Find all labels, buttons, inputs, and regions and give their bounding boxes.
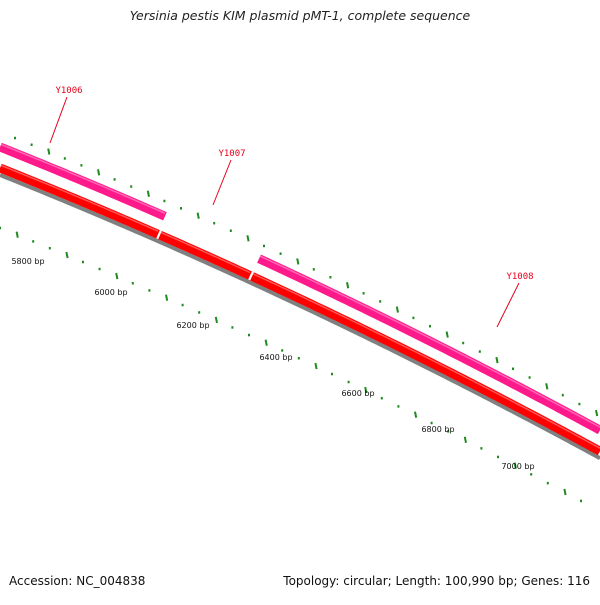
- lower-scale-tick: [414, 411, 418, 418]
- feature-tracks: [0, 142, 600, 460]
- gene-label-leader: [496, 282, 520, 328]
- scale-label: 5800 bp: [11, 257, 44, 266]
- lower-scale-tick: [165, 294, 169, 301]
- scale-label: 7000 bp: [501, 462, 534, 471]
- upper-scale-tick: [495, 356, 499, 364]
- accession-text: Accession: NC_004838: [9, 574, 146, 588]
- gene-labels: Y1006 Y1007 Y1008: [49, 86, 534, 328]
- gene-feature-y1006-highlight: [0, 164, 159, 232]
- lower-scale-tick: [513, 462, 517, 469]
- lower-scale-tick: [15, 231, 19, 238]
- sequence-backbone: [0, 173, 600, 460]
- gene-label-leader: [212, 159, 232, 206]
- gene-label-y1006[interactable]: Y1006: [55, 86, 82, 96]
- lower-scale-tick: [364, 386, 368, 394]
- gene-feature-y1007[interactable]: [158, 230, 252, 280]
- upper-scale-tick: [395, 306, 399, 313]
- gene-label-y1008[interactable]: Y1008: [506, 272, 533, 282]
- cds-feature-y1008-highlight: [258, 255, 600, 428]
- gene-feature-y1008-highlight: [251, 272, 600, 449]
- scale-label: 6600 bp: [341, 389, 374, 398]
- lower-scale-tick: [264, 339, 268, 346]
- scale-label: 6000 bp: [94, 288, 127, 297]
- upper-scale-tick: [97, 169, 101, 176]
- sequence-summary: Topology: circular; Length: 100,990 bp; …: [283, 574, 590, 588]
- gene-feature-y1006[interactable]: [0, 163, 160, 239]
- upper-scale-tick: [445, 331, 449, 338]
- cds-feature-y1008[interactable]: [257, 254, 600, 435]
- map-title: Yersinia pestis KIM plasmid pMT-1, compl…: [129, 8, 471, 23]
- upper-scale-tick: [595, 409, 599, 417]
- gene-label-y1007[interactable]: Y1007: [218, 149, 245, 159]
- gene-label-leader: [49, 96, 68, 144]
- scale-label: 6200 bp: [176, 321, 209, 330]
- cds-feature-y1006[interactable]: [0, 142, 167, 221]
- lower-scale-tick: [65, 251, 69, 259]
- lower-scale-tick: [563, 488, 567, 496]
- lower-scale-tick: [115, 272, 119, 280]
- upper-scale-tick: [47, 148, 51, 155]
- scale-ticks: [0, 136, 599, 503]
- scale-label: 6800 bp: [421, 425, 454, 434]
- upper-scale-tick: [196, 212, 200, 219]
- upper-scale-tick: [246, 235, 250, 242]
- lower-scale-tick: [463, 436, 467, 444]
- scale-label: 6400 bp: [259, 353, 292, 362]
- upper-scale-tick: [296, 258, 300, 265]
- cds-feature-y1006-highlight: [0, 143, 166, 214]
- upper-scale-tick: [545, 383, 549, 390]
- lower-scale-tick: [314, 362, 318, 370]
- lower-scale-tick: [214, 316, 218, 324]
- gene-feature-y1007-highlight: [159, 231, 251, 274]
- gene-feature-y1008[interactable]: [250, 272, 600, 456]
- scale-labels: 5800 bp 6000 bp 6200 bp 6400 bp 6600 bp 6800 …: [11, 257, 534, 471]
- upper-scale-tick: [346, 282, 350, 289]
- upper-scale-tick: [146, 190, 150, 197]
